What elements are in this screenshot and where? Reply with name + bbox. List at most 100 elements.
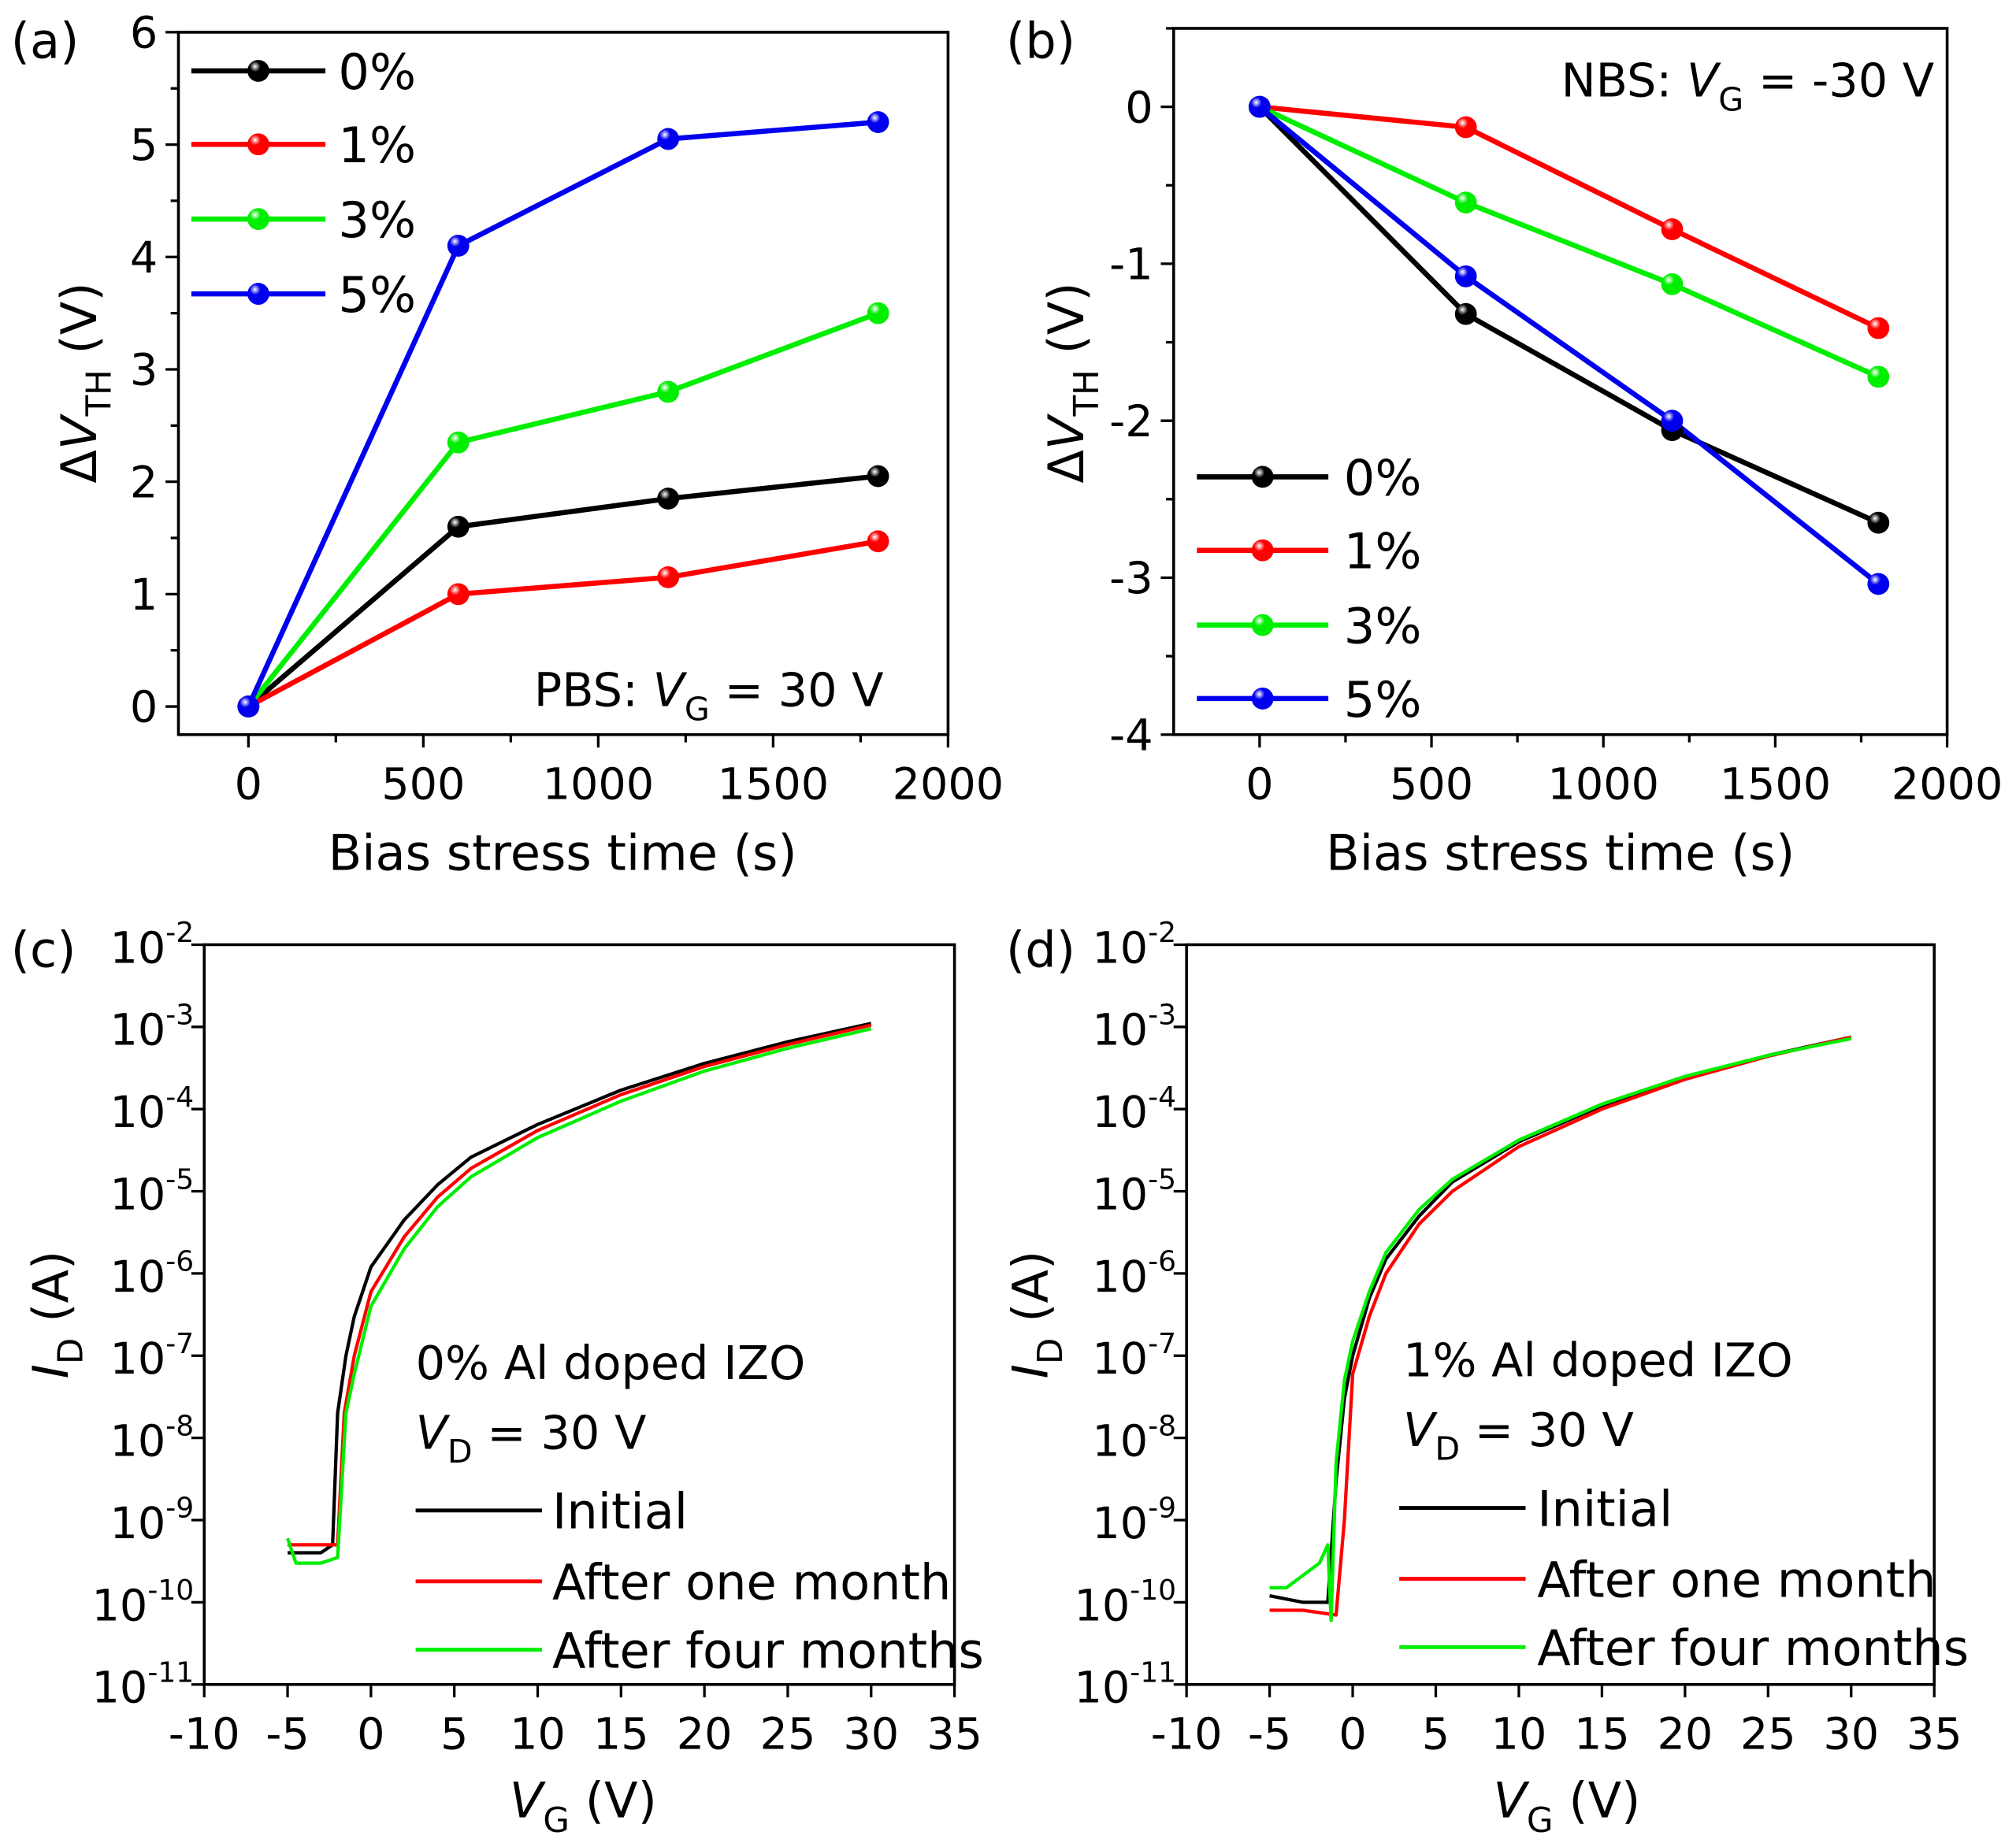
series-curve bbox=[286, 1027, 872, 1565]
legend-label: After four months bbox=[1537, 1619, 1969, 1677]
legend-marker bbox=[1251, 465, 1274, 488]
x-tick-label: 0 bbox=[357, 1709, 384, 1760]
data-point bbox=[657, 488, 680, 510]
x-tick-label: 25 bbox=[1740, 1709, 1796, 1760]
y-tick-label: 10-10 bbox=[92, 1574, 195, 1631]
panel-label: (a) bbox=[11, 13, 80, 70]
series-curve bbox=[1269, 1036, 1852, 1622]
x-tick-label: 1500 bbox=[1720, 759, 1832, 810]
data-point bbox=[657, 566, 680, 588]
x-tick-label: 1000 bbox=[543, 759, 655, 810]
plot-frame bbox=[202, 943, 956, 1686]
legend-label: 3% bbox=[338, 191, 416, 249]
legend: Initial After one month After four months bbox=[1399, 1480, 1969, 1677]
y-tick-label: -3 bbox=[1109, 553, 1153, 604]
x-tick-label: 15 bbox=[1574, 1709, 1630, 1760]
y-tick-label: -2 bbox=[1109, 396, 1153, 447]
series-line bbox=[246, 119, 878, 708]
x-axis-title: VG​ (V) bbox=[510, 1771, 657, 1841]
data-point bbox=[1867, 317, 1890, 339]
legend-item: After one month bbox=[415, 1554, 951, 1611]
legend-label: After four months bbox=[552, 1622, 984, 1679]
y-axis-title: ΔVTH​ (V) bbox=[50, 282, 120, 483]
x-tick-label: 30 bbox=[843, 1709, 899, 1760]
data-point bbox=[1867, 573, 1890, 595]
data-point bbox=[1867, 511, 1890, 534]
data-point bbox=[1661, 218, 1684, 240]
series-after-one-month bbox=[1269, 1035, 1852, 1617]
x-tick-label: 2000 bbox=[893, 759, 1004, 810]
data-point bbox=[1661, 410, 1684, 432]
legend-label: 3% bbox=[1344, 598, 1422, 655]
panel-a: (a) 0 500 1000 1500 2000 0 1 2 3 4 5 6 Bias stress ti… bbox=[11, 8, 1004, 882]
x-tick-label: -5 bbox=[1248, 1709, 1291, 1760]
data-point bbox=[867, 465, 889, 488]
panel-d: (d) -10 -5 0 5 10 15 20 25 30 35 10-2 10-3 10-4 10-5 10… bbox=[1001, 917, 1969, 1841]
x-tick-label: 0 bbox=[1246, 759, 1273, 810]
data-point bbox=[447, 583, 470, 606]
plot-frame bbox=[1185, 943, 1936, 1686]
data-point bbox=[1248, 95, 1271, 118]
legend-label: Initial bbox=[1537, 1480, 1673, 1537]
panel-label: (b) bbox=[1006, 13, 1075, 70]
data-point bbox=[657, 128, 680, 150]
x-tick-label: 0 bbox=[235, 759, 262, 810]
legend: Initial After one month After four months bbox=[415, 1483, 984, 1679]
x-tick-label: 25 bbox=[760, 1709, 816, 1760]
legend: 0% 1% 3% 5% bbox=[1197, 449, 1422, 729]
y-tick-label: 10-2 bbox=[1092, 917, 1176, 973]
panel-b: (b) 0 500 1000 1500 2000 0 -1 -2 -3 -4 Bias stress … bbox=[1006, 13, 2003, 882]
x-tick-label: 20 bbox=[677, 1709, 733, 1760]
panel-c: (c) -10 -5 0 5 10 15 20 25 30 35 10-2 10-3 10-4 10-5 10… bbox=[11, 917, 984, 1841]
panel-label: (d) bbox=[1006, 921, 1075, 978]
legend-label: 1% bbox=[1344, 523, 1422, 580]
x-axis-title: VG​ (V) bbox=[1493, 1771, 1640, 1841]
series-line bbox=[1259, 104, 1880, 331]
y-tick-label: 10-2 bbox=[110, 917, 194, 973]
series-line bbox=[246, 310, 879, 709]
series-curve bbox=[1269, 1035, 1852, 1617]
y-tick-label: 10-3 bbox=[1092, 999, 1176, 1056]
data-point bbox=[447, 235, 470, 257]
y-tick-label: 10-6 bbox=[110, 1246, 194, 1303]
y-tick-label: 10-9 bbox=[110, 1493, 194, 1549]
series-line bbox=[1257, 105, 1880, 586]
panel-label: (c) bbox=[11, 921, 76, 978]
y-tick-label: 10-3 bbox=[110, 999, 194, 1056]
x-tick-label: -10 bbox=[1151, 1709, 1223, 1760]
legend-marker bbox=[247, 208, 269, 231]
y-tick-label: -1 bbox=[1109, 239, 1153, 291]
legend-item: After four months bbox=[415, 1622, 984, 1679]
data-point bbox=[1661, 273, 1684, 295]
legend-item: 5% bbox=[1197, 671, 1421, 729]
series-3- bbox=[1258, 104, 1880, 380]
x-tick-label: 500 bbox=[381, 759, 465, 810]
y-tick-label: 2 bbox=[130, 457, 158, 508]
x-tick-label: -10 bbox=[169, 1709, 240, 1760]
legend-label: After one month bbox=[552, 1554, 951, 1611]
y-tick-label: 10-8 bbox=[110, 1410, 194, 1467]
y-axis-title: ID​ (A) bbox=[1001, 1251, 1071, 1379]
legend-item: Initial bbox=[415, 1483, 688, 1541]
x-tick-label: 30 bbox=[1823, 1709, 1879, 1760]
x-tick-label: 10 bbox=[1491, 1709, 1547, 1760]
annotation: 1% Al doped IZO bbox=[1403, 1333, 1793, 1388]
data-point bbox=[237, 695, 260, 718]
x-tick-label: 1500 bbox=[718, 759, 830, 810]
x-tick-label: 500 bbox=[1390, 759, 1473, 810]
series-5- bbox=[1257, 105, 1880, 586]
series-initial bbox=[288, 1022, 872, 1555]
series-line bbox=[247, 473, 878, 709]
legend-label: Initial bbox=[552, 1483, 688, 1541]
y-tick-label: 10-9 bbox=[1092, 1493, 1176, 1549]
x-tick-label: 35 bbox=[1906, 1709, 1962, 1760]
y-tick-label: 10-7 bbox=[1092, 1328, 1176, 1385]
y-tick-label: 10-8 bbox=[1092, 1410, 1176, 1467]
legend-label: 5% bbox=[1344, 671, 1422, 729]
y-tick-label: 10-11 bbox=[92, 1656, 195, 1713]
data-point bbox=[447, 515, 470, 538]
data-point bbox=[867, 302, 889, 324]
y-tick-label: 3 bbox=[130, 345, 158, 396]
legend-marker bbox=[1251, 539, 1274, 562]
